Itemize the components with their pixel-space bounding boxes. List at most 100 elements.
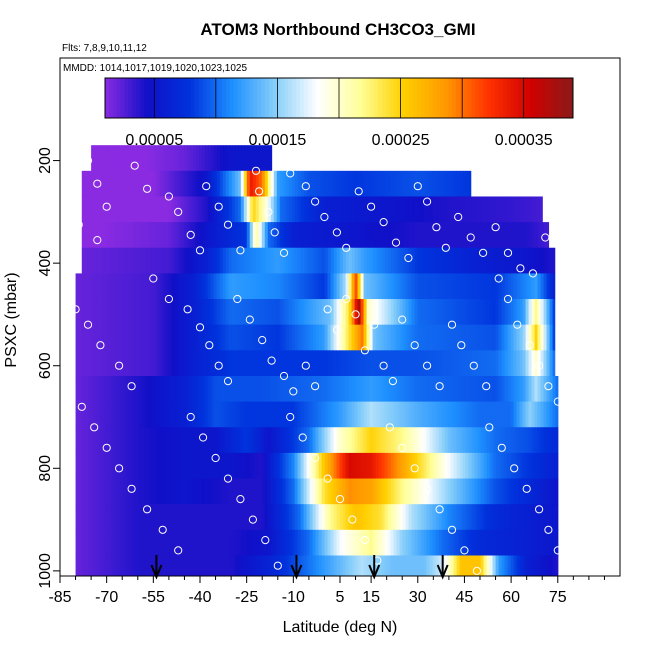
heat-cell (363, 247, 368, 274)
obs-point (102, 443, 111, 452)
heat-cell (141, 196, 146, 223)
heat-cell (348, 170, 353, 197)
heat-cell (483, 324, 488, 351)
obs-point (115, 361, 124, 370)
heat-cell (270, 170, 275, 197)
heat-cell (126, 222, 131, 249)
heat-cell (291, 350, 296, 377)
heat-cell (411, 324, 416, 351)
heat-cell (120, 324, 125, 351)
heat-cell (207, 375, 212, 403)
heat-cell (222, 478, 227, 505)
heat-cell (417, 350, 422, 377)
heat-cell (414, 504, 419, 531)
heat-cell (177, 504, 182, 531)
heat-cell (261, 375, 266, 403)
heat-cell (102, 299, 107, 326)
heat-cell (243, 299, 248, 326)
heat-cell (462, 170, 467, 197)
heat-cell (411, 555, 416, 576)
heat-cell (393, 324, 398, 351)
heat-cell (264, 555, 269, 576)
heat-cell (237, 196, 242, 223)
heat-cell (369, 452, 374, 480)
heat-cell (486, 196, 491, 223)
heat-cell (330, 222, 335, 249)
colorbar-segment (366, 78, 371, 118)
heat-cell (240, 504, 245, 531)
heat-cell (342, 401, 347, 428)
heat-cell (105, 222, 110, 249)
heat-cell (429, 504, 434, 531)
heat-cell (555, 478, 559, 505)
heat-cell (156, 427, 161, 454)
heat-cell (246, 555, 251, 576)
heat-cell (150, 401, 155, 428)
heat-cell (408, 273, 413, 300)
obs-point (404, 253, 413, 263)
heat-cell (228, 478, 233, 505)
heat-cell (216, 529, 221, 556)
heat-cell (81, 452, 86, 480)
heat-cell (291, 529, 296, 556)
heat-cell (114, 401, 119, 428)
heat-cell (342, 375, 347, 403)
heat-cell (444, 427, 449, 454)
heat-cell (447, 273, 452, 300)
heat-cell (537, 452, 542, 480)
heat-cell (507, 427, 512, 454)
heat-cell (378, 427, 383, 454)
obs-point (460, 546, 469, 555)
heat-cell (522, 375, 527, 403)
heat-cell (147, 452, 152, 480)
heat-cell (519, 529, 524, 556)
heat-cell (378, 247, 383, 274)
heat-cell (408, 196, 413, 223)
heat-cell (483, 299, 488, 326)
heat-cell (450, 196, 455, 223)
heat-cell (468, 273, 473, 300)
heat-cell (354, 196, 359, 223)
heat-cell (276, 222, 281, 249)
heat-cell (195, 555, 200, 576)
heat-cell (246, 529, 251, 556)
heat-cell (144, 196, 149, 223)
heat-cell (225, 401, 230, 428)
heat-cell (321, 299, 326, 326)
heat-cell (291, 504, 296, 531)
obs-point (348, 515, 357, 524)
colorbar-segment (198, 78, 203, 118)
heat-cell (510, 427, 515, 454)
heat-cell (213, 452, 218, 480)
heat-cell (384, 427, 389, 454)
heat-cell (342, 170, 347, 197)
obs-point (497, 443, 506, 452)
heat-cell (522, 273, 527, 300)
heat-cell (246, 222, 251, 249)
heat-cell (249, 401, 254, 428)
heat-cell (480, 529, 485, 556)
heat-cell (405, 170, 410, 197)
heat-cell (294, 273, 299, 300)
heat-cell (222, 375, 227, 403)
heat-cell (151, 145, 155, 172)
heat-cell (441, 504, 446, 531)
heat-cell (327, 529, 332, 556)
heat-cell (96, 401, 101, 428)
heat-cell (282, 247, 287, 274)
heat-cell (399, 350, 404, 377)
heat-cell (195, 170, 200, 197)
heat-cell (259, 145, 263, 172)
heat-cell (246, 478, 251, 505)
heat-cell (363, 529, 368, 556)
heat-cell (156, 478, 161, 505)
heat-cell (300, 401, 305, 428)
heat-cell (207, 504, 212, 531)
heat-cell (285, 350, 290, 377)
heat-cell (198, 350, 203, 377)
heat-cell (465, 299, 470, 326)
heat-cell (279, 247, 284, 274)
heat-cell (507, 504, 512, 531)
heat-cell (288, 555, 293, 576)
heat-cell (417, 273, 422, 300)
